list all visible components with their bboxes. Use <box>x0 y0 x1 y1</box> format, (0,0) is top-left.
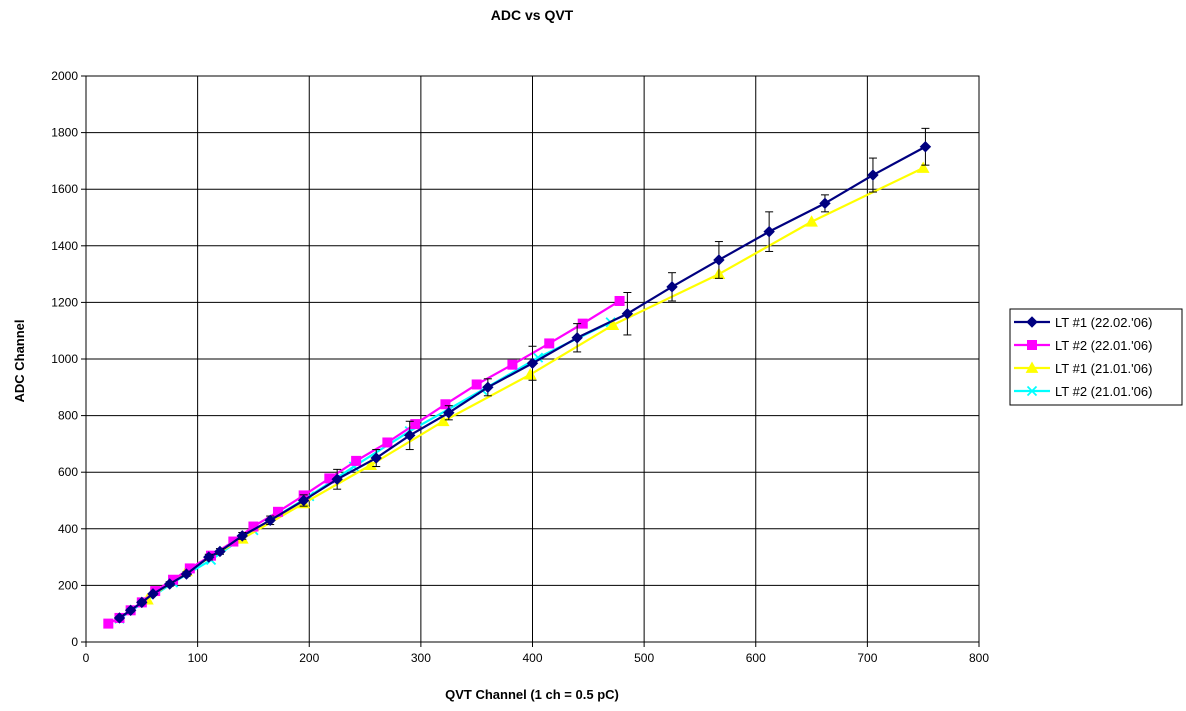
y-tick-label: 800 <box>58 409 78 423</box>
y-tick-label: 400 <box>58 522 78 536</box>
legend-label: LT #1 (21.01.'06) <box>1055 361 1152 376</box>
y-tick-label: 1000 <box>51 352 78 366</box>
chart-title: ADC vs QVT <box>491 7 574 23</box>
legend-label: LT #2 (22.01.'06) <box>1055 338 1152 353</box>
x-tick-label: 700 <box>857 651 877 665</box>
x-tick-label: 800 <box>969 651 989 665</box>
y-tick-label: 1800 <box>51 126 78 140</box>
x-tick-label: 0 <box>83 651 90 665</box>
data-point <box>352 456 361 465</box>
data-point <box>545 339 554 348</box>
y-tick-label: 200 <box>58 578 78 592</box>
y-tick-label: 0 <box>71 635 78 649</box>
data-point <box>508 360 517 369</box>
legend-swatch-marker <box>1028 341 1037 350</box>
data-point <box>472 380 481 389</box>
legend-label: LT #2 (21.01.'06) <box>1055 384 1152 399</box>
x-tick-label: 400 <box>522 651 542 665</box>
y-axis-label: ADC Channel <box>12 319 27 402</box>
x-tick-label: 200 <box>299 651 319 665</box>
data-point <box>383 438 392 447</box>
x-tick-label: 300 <box>411 651 431 665</box>
y-tick-label: 600 <box>58 465 78 479</box>
y-tick-label: 1600 <box>51 182 78 196</box>
plot-area: 0 100 200 300 400 500 600 700 800 0 200 400 600 800 10… <box>51 69 989 665</box>
y-tick-label: 1200 <box>51 295 78 309</box>
x-axis-label: QVT Channel (1 ch = 0.5 pC) <box>445 687 619 702</box>
x-tick-label: 600 <box>746 651 766 665</box>
x-tick-label: 500 <box>634 651 654 665</box>
y-tick-label: 1400 <box>51 239 78 253</box>
legend-label: LT #1 (22.02.'06) <box>1055 315 1152 330</box>
data-point <box>615 296 624 305</box>
data-point <box>104 619 113 628</box>
y-tick-label: 2000 <box>51 69 78 83</box>
legend: LT #1 (22.02.'06) LT #2 (22.01.'06) LT #1 … <box>1010 309 1182 405</box>
x-tick-label: 100 <box>188 651 208 665</box>
